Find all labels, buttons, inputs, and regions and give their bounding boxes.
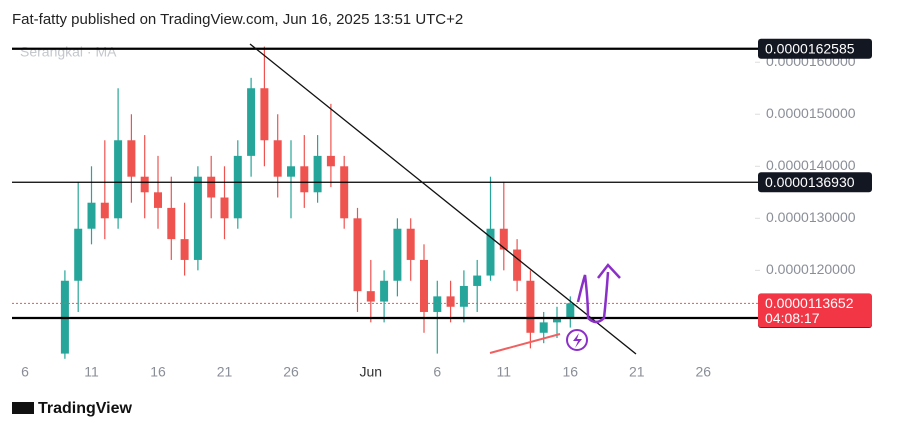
candle-body [499,228,508,250]
x-tick-label: 21 [217,364,233,380]
candle-body [446,296,455,307]
candle-body [273,140,282,177]
countdown: 04:08:17 [765,310,820,326]
candle-body [326,155,335,167]
candle-body [100,202,109,219]
brand-logo [12,402,34,414]
candle-body [193,176,202,260]
brand-name: TradingView [38,400,133,417]
level-label: 0.0000162585 [765,40,855,56]
candle-body [247,88,256,156]
x-tick-label: 16 [150,364,166,380]
x-tick-label: 6 [433,364,441,380]
candle-body [433,296,442,312]
level-box [758,172,872,193]
chart-title: Fat-fatty published on TradingView.com, … [12,11,463,28]
candle-body [260,88,269,141]
candle-body [459,285,468,307]
y-tick-label: 0.0000130000 [766,209,856,225]
last-price-label: 0.0000113652 [765,295,854,311]
candle-body [207,176,216,198]
candle-body [526,280,535,333]
y-tick-label: 0.0000120000 [766,261,856,277]
y-tick-label: 0.0000140000 [766,157,856,173]
candle-body [74,228,83,281]
candle-body [233,155,242,219]
candle-body [180,239,189,260]
candle-body [300,166,309,193]
x-tick-label: 11 [84,364,99,380]
support-drawing [489,333,561,354]
candle-body [539,322,548,333]
x-tick-label: 21 [629,364,645,380]
candle-body [87,202,96,229]
candle-body [553,317,561,323]
candle-body [566,303,575,318]
candle-body [486,228,495,276]
candle-body [473,275,482,286]
projection-arrow [576,271,610,324]
candle-body [313,155,322,193]
candle-body [380,280,389,302]
candle-body [420,259,428,312]
arrow-head [597,263,621,279]
candle-body [220,197,229,219]
candle-body [114,140,123,219]
last-price-box [758,293,872,328]
candle-body [140,176,149,193]
x-tick-label: 11 [497,364,512,380]
candle-body [513,249,522,281]
x-tick-label: Jun [360,364,383,380]
candle-body [393,228,402,281]
candle-body [340,166,349,219]
candle-body [406,228,415,260]
candle-body [127,140,136,177]
x-tick-label: 26 [283,364,299,380]
x-tick-label: 16 [563,364,579,380]
candle-body [167,207,176,240]
candle-body [353,218,362,292]
x-tick-label: 6 [21,364,29,380]
alert-bolt [573,333,582,348]
indicator-label: Serangkai · MA [20,44,117,60]
level-box [758,38,872,59]
x-tick-label: 26 [696,364,712,380]
candle-body [287,166,295,177]
y-tick-label: 0.0000150000 [766,105,856,121]
level-label: 0.0000136930 [765,174,855,190]
trend-line [249,43,637,355]
plot: 0.00001600000.00001500000.00001400000.00… [12,38,872,380]
candle-body [366,291,375,302]
candle-body [154,192,162,208]
